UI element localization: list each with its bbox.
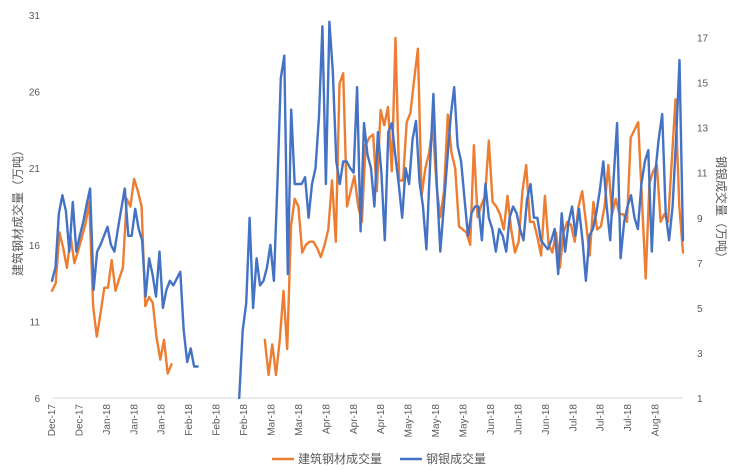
x-tick-label: Dec-17: [47, 404, 58, 437]
left-axis-title: 建筑钢材成交量（万吨）: [10, 144, 25, 276]
x-tick-label: Jul-18: [568, 404, 579, 432]
right-tick-label: 15: [697, 79, 709, 90]
right-tick-label: 17: [697, 34, 709, 45]
x-tick-label: Apr-18: [376, 404, 387, 434]
series-layer: [50, 20, 685, 400]
right-tick-label: 11: [697, 169, 708, 180]
right-tick-label: 1: [697, 394, 703, 405]
right-axis-title: 钢银成交量（万吨）: [714, 156, 729, 264]
x-axis: Dec-17 Dec-17 Jan-18 Jan-18 Jan-18 Feb-18 Feb-…: [47, 397, 683, 438]
x-tick-label: May-18: [404, 404, 415, 438]
x-tick-label: May-18: [431, 404, 442, 438]
x-tick-label: Jun-18: [513, 404, 524, 435]
left-tick-label: 16: [29, 241, 41, 252]
left-tick-label: 31: [29, 11, 41, 22]
x-tick-label: Jul-18: [623, 404, 634, 432]
x-tick-label: Jan-18: [102, 404, 113, 435]
series-line-1: [50, 36, 685, 377]
right-tick-label: 3: [697, 349, 703, 360]
right-tick-label: 5: [697, 304, 703, 315]
left-axis-ticks: 6 11 16 21 26 31: [29, 11, 41, 405]
x-tick-label: Jul-18: [596, 404, 607, 432]
series-line-2: [50, 20, 685, 400]
right-tick-label: 7: [697, 259, 703, 270]
x-tick-label: Feb-18: [212, 404, 223, 436]
x-tick-label: Feb-18: [184, 404, 195, 436]
x-tick-label: Feb-18: [239, 404, 250, 436]
x-tick-label: Apr-18: [349, 404, 360, 434]
left-tick-label: 26: [29, 88, 41, 99]
x-tick-label: Aug-18: [651, 404, 662, 437]
left-tick-label: 11: [30, 317, 41, 328]
left-tick-label: 6: [34, 394, 40, 405]
x-tick-label: Jan-18: [157, 404, 168, 435]
x-tick-label: Apr-18: [321, 404, 332, 434]
x-tick-label: Mar-18: [294, 404, 305, 436]
legend-label-2: 钢银成交量: [426, 451, 486, 466]
x-tick-label: Jun-18: [486, 404, 497, 435]
legend-label-1: 建筑钢材成交量: [298, 451, 382, 466]
x-tick-label: May-18: [459, 404, 470, 438]
left-tick-label: 21: [29, 164, 41, 175]
x-tick-label: Jan-18: [129, 404, 140, 435]
right-tick-label: 9: [697, 214, 703, 225]
right-tick-label: 13: [697, 124, 709, 135]
x-tick-label: Dec-17: [74, 404, 85, 437]
x-tick-label: Mar-18: [266, 404, 277, 436]
legend: 建筑钢材成交量 钢银成交量: [272, 451, 486, 466]
x-tick-label: Jun-18: [541, 404, 552, 435]
